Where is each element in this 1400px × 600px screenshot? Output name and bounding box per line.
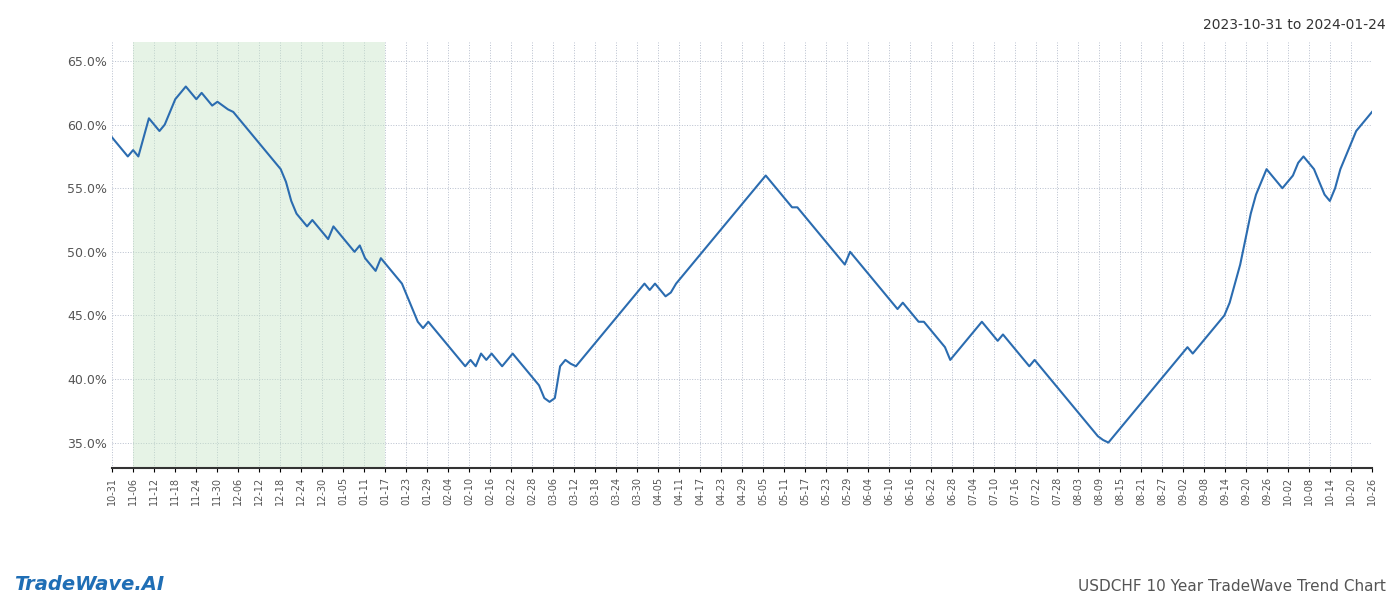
Text: USDCHF 10 Year TradeWave Trend Chart: USDCHF 10 Year TradeWave Trend Chart: [1078, 579, 1386, 594]
Bar: [133, 42, 385, 468]
Text: TradeWave.AI: TradeWave.AI: [14, 575, 164, 594]
Text: 2023-10-31 to 2024-01-24: 2023-10-31 to 2024-01-24: [1204, 18, 1386, 32]
